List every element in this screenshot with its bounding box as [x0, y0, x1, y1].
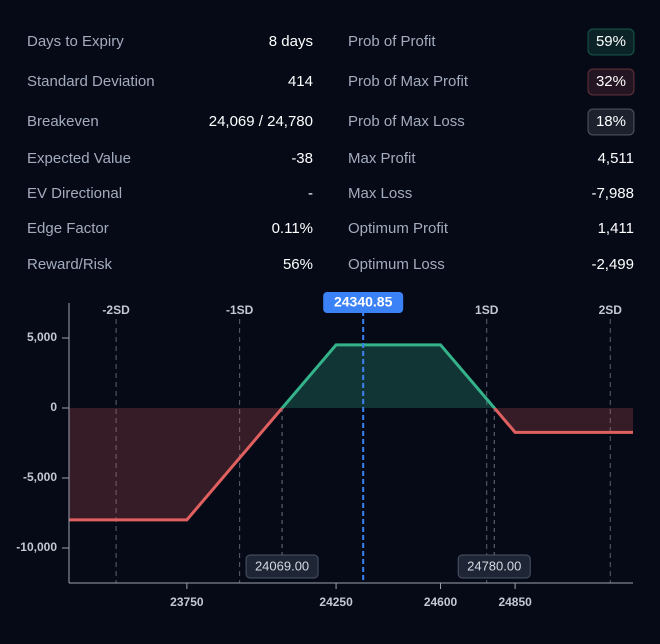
stat-label: Reward/Risk: [27, 256, 113, 273]
stat-value: -7,988: [591, 185, 634, 202]
stat-label: Optimum Loss: [348, 256, 445, 273]
stat-value: 24,069 / 24,780: [209, 113, 313, 130]
breakeven-label: 24069.00: [255, 558, 309, 573]
y-tick-label: -5,000: [23, 470, 57, 484]
y-tick-label: 5,000: [27, 330, 57, 344]
stat-value: 8 days: [269, 33, 313, 50]
current-price-label: 24340.85: [334, 294, 393, 310]
stat-label: Max Profit: [348, 150, 416, 167]
stat-value: 4,511: [598, 150, 634, 167]
sd-label: 2SD: [599, 303, 623, 317]
stat-value: 1,411: [598, 220, 634, 237]
stat-label: Standard Deviation: [27, 73, 155, 90]
stat-value: 32%: [596, 73, 626, 90]
stat-value: 56%: [283, 256, 313, 273]
stat-label: Days to Expiry: [27, 33, 124, 50]
stats: Days to Expiry 8 days Standard Deviation 41…: [27, 28, 635, 273]
sd-label: -2SD: [102, 303, 130, 317]
profit-area: [69, 344, 633, 408]
badge: [587, 28, 635, 56]
stat-value: -38: [291, 150, 313, 167]
stat-label: Breakeven: [27, 113, 99, 130]
plot: -2SD -1SD 1SD 2SD 24069.00 24780.00 24340.85 5,…: [16, 292, 633, 609]
stat-label: Optimum Profit: [348, 220, 449, 237]
x-tick-label: 23750: [170, 595, 204, 609]
x-tick-label: 24850: [498, 595, 532, 609]
profit-line: [280, 343, 497, 408]
stat-value: -2,499: [591, 256, 634, 273]
current-price-box: [323, 292, 404, 313]
sd-label: 1SD: [475, 303, 499, 317]
y-tick-label: 0: [50, 400, 57, 414]
stat-label: Expected Value: [27, 150, 131, 167]
loss-line: [69, 408, 633, 522]
badge: [587, 68, 635, 96]
breakeven-box: [245, 554, 319, 579]
stat-value: 18%: [596, 113, 626, 130]
breakeven-label: 24780.00: [467, 558, 521, 573]
stat-value: -: [308, 185, 313, 202]
stat-value: 59%: [596, 33, 626, 50]
stat-label: Prob of Max Loss: [348, 113, 465, 130]
badge: [587, 108, 635, 136]
stat-value: 414: [288, 73, 313, 90]
breakeven-box: [457, 554, 531, 579]
stat-label: Max Loss: [348, 185, 412, 202]
sd-label: -1SD: [226, 303, 254, 317]
stat-label: Prob of Profit: [348, 33, 436, 50]
stat-label: Edge Factor: [27, 220, 109, 237]
x-tick-label: 24600: [424, 595, 458, 609]
y-tick-label: -10,000: [16, 540, 57, 554]
x-tick-label: 24250: [319, 595, 353, 609]
stat-value: 0.11%: [272, 220, 313, 237]
stat-label: Prob of Max Profit: [348, 73, 469, 90]
stat-label: EV Directional: [27, 185, 122, 202]
